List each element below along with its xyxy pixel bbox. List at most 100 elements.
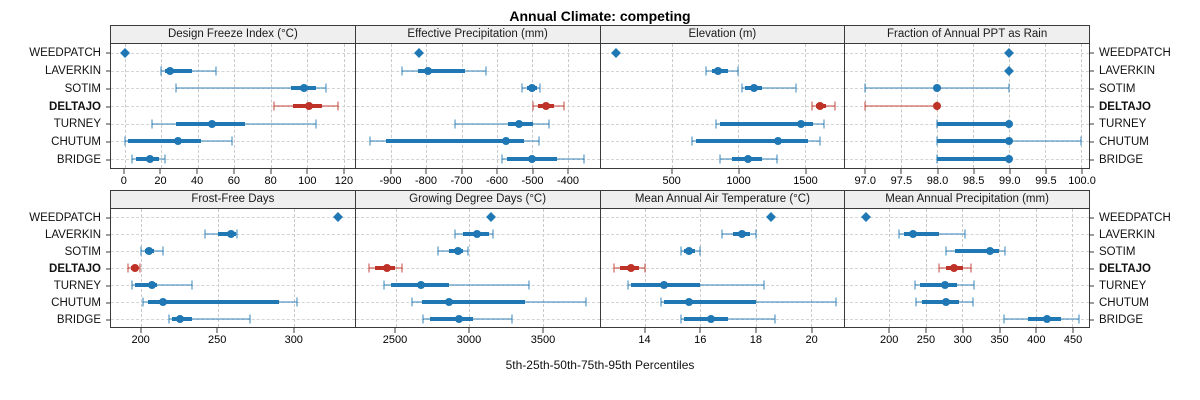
site-label-deltajo: DELTAJO: [49, 100, 101, 113]
x-tick-mark: [1081, 169, 1083, 174]
row-gridline: [845, 284, 1089, 286]
whisker-cap-5th: [810, 101, 813, 111]
x-tick-label: 2500: [382, 334, 408, 346]
whisker-cap-95th: [315, 119, 318, 129]
median-dot: [166, 66, 175, 75]
panel-header-mean-annual-air-temperature: Mean Annual Air Temperature (°C): [599, 191, 845, 208]
row-gridline: [355, 217, 600, 219]
x-tick-mark: [805, 169, 806, 174]
x-tick-mark: [496, 169, 498, 174]
whisker-cap-5th: [273, 101, 276, 111]
whisker-cap-95th: [537, 136, 540, 146]
x-tick-mark: [671, 169, 673, 174]
row-tick-mark: [1090, 159, 1094, 161]
row-tick-mark: [1090, 88, 1094, 90]
site-label-turney: TURNEY: [53, 279, 101, 292]
row-gridline: [111, 70, 355, 72]
row-gridline: [355, 123, 600, 125]
bottom-plot-band: WEEDPATCH LAVERKIN SOTIM DELTAJO TURNEY CHUTU…: [0, 209, 1200, 328]
whisker-cap-5th: [945, 246, 948, 256]
row-gridline: [845, 234, 1089, 236]
x-axis-mean-annual-air-temperature: 14 16 18 20: [600, 328, 845, 347]
x-tick-label: 97.0: [854, 175, 876, 187]
row-tick-mark: [106, 251, 110, 252]
iqr-bar: [696, 139, 808, 144]
panel-header-growing-degree-days: Growing Degree Days (°C): [354, 191, 600, 208]
site-label-turney: TURNEY: [53, 118, 101, 131]
top-axis-band: 0 20 40 60 80 100 120 -900 -800 -700 -600 -500 -400…: [0, 169, 1200, 188]
median-dot: [1005, 137, 1014, 146]
panel-design-freeze-index: [111, 44, 355, 168]
median-dot: [131, 264, 140, 272]
iqr-bar: [128, 139, 202, 144]
site-label-laverkin: LAVERKIN: [44, 228, 101, 241]
bottom-axis-band: 200 250 300 2500 3000 3500 14 16 18 20 200 250 30…: [0, 328, 1200, 347]
median-dot: [660, 280, 669, 289]
top-panel-headers: Design Freeze Index (°C) Effective Preci…: [110, 25, 1090, 44]
x-axis-design-freeze-index: 0 20 40 60 80 100 120: [110, 169, 355, 188]
whisker-cap-5th: [864, 101, 867, 111]
row-gridline: [600, 268, 845, 269]
row-tick-mark: [1090, 217, 1094, 218]
x-tick-mark: [864, 169, 866, 174]
whisker-cap-5th: [937, 263, 940, 273]
x-tick-label: 100: [298, 175, 317, 187]
site-label-weedpatch: WEEDPATCH: [29, 211, 101, 224]
single-value-marker: [1004, 47, 1015, 58]
x-tick-mark: [900, 169, 902, 174]
whisker-cap-5th: [130, 154, 133, 164]
whisker-cap-95th: [762, 280, 765, 290]
x-axis-mean-annual-precipitation: 200 250 300 350 400 450: [845, 328, 1090, 347]
row-tick-mark: [106, 123, 110, 125]
median-dot: [986, 247, 995, 256]
whisker-cap-5th: [705, 66, 708, 76]
median-dot: [942, 297, 951, 306]
whisker-cap-95th: [527, 280, 530, 290]
whisker-cap-5th: [864, 83, 867, 93]
whisker-cap-5th: [1003, 314, 1006, 324]
percentile-range-line: [865, 105, 938, 107]
row-tick-mark: [1090, 141, 1094, 143]
site-label-bridge: BRIDGE: [1099, 154, 1144, 167]
x-tick-label: 3000: [456, 334, 482, 346]
whisker-cap-5th: [368, 263, 370, 273]
whisker-cap-95th: [699, 246, 702, 256]
site-label-sotim: SOTIM: [1099, 82, 1136, 95]
whisker-cap-95th: [190, 280, 193, 290]
iqr-bar: [683, 316, 728, 321]
x-axis-elevation: 500 1000 1500: [600, 169, 845, 188]
x-tick-label: 97.5: [890, 175, 913, 187]
x-tick-mark: [755, 328, 757, 333]
whisker-cap-95th: [970, 263, 973, 273]
x-tick-mark: [999, 328, 1000, 333]
whisker-cap-5th: [691, 136, 694, 146]
row-tick-mark: [106, 159, 110, 161]
row-gridline: [355, 159, 600, 161]
whisker-cap-5th: [454, 229, 457, 239]
row-tick-mark: [106, 106, 110, 107]
x-tick-label: 80: [264, 175, 277, 187]
median-dot: [1042, 314, 1051, 323]
x-tick-label: 98.5: [962, 175, 985, 187]
iqr-bar: [937, 121, 1010, 126]
row-gridline: [355, 284, 600, 286]
whisker-cap-5th: [721, 229, 724, 239]
panel-frost-free-days: [111, 209, 355, 327]
x-tick-label: 500: [662, 175, 681, 187]
chart-title: Annual Climate: competing: [509, 8, 691, 24]
right-gutter: [1090, 25, 1200, 44]
iqr-bar: [937, 139, 1010, 144]
site-label-turney: TURNEY: [1099, 279, 1147, 292]
whisker-cap-95th: [834, 297, 837, 307]
median-dot: [528, 155, 537, 164]
percentile-range-line: [384, 283, 529, 286]
single-value-marker: [333, 212, 343, 223]
panel-header-effective-precipitation: Effective Precipitation (mm): [354, 26, 600, 43]
row-gridline: [600, 234, 845, 236]
top-plot-band: WEEDPATCH LAVERKIN SOTIM DELTAJO TURNEY CHUTU…: [0, 44, 1200, 169]
whisker-cap-95th: [548, 119, 551, 129]
whisker-cap-5th: [131, 280, 134, 290]
iqr-bar: [937, 157, 1010, 162]
x-tick-label: -700: [450, 175, 473, 187]
median-dot: [816, 102, 825, 110]
